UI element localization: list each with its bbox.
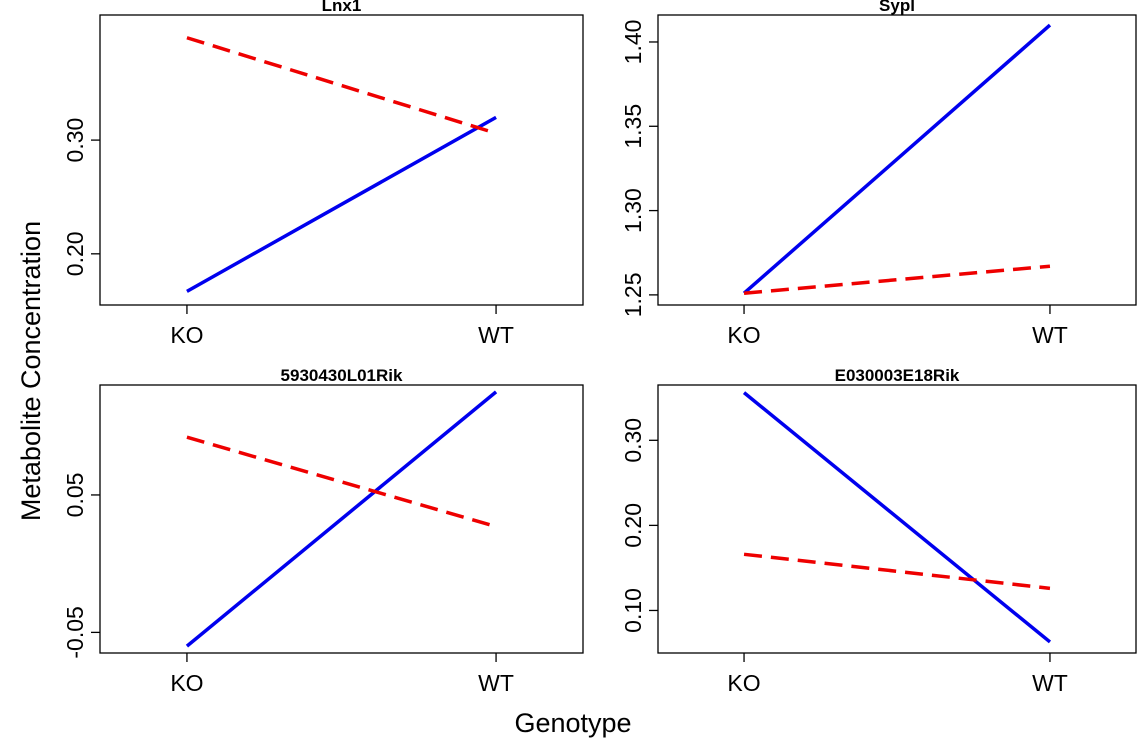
- y-tick-label: 1.40: [620, 20, 646, 65]
- series-line-blue-solid: [185, 390, 498, 648]
- series-line-red-dashed: [186, 36, 497, 135]
- plot-frame: [99, 384, 584, 654]
- y-tick-label: 0.30: [620, 418, 646, 463]
- y-tick-label: 0.20: [620, 503, 646, 548]
- plot-frame: [657, 14, 1137, 306]
- panel-1: Lnx1 0.20 0.30 KO WT: [62, 0, 584, 348]
- panel-3: 5930430L01Rik -0.05 0.05 KO WT: [62, 366, 584, 696]
- y-tick-label: 0.30: [62, 118, 88, 163]
- x-tick-label: KO: [170, 670, 203, 696]
- panel-title: 5930430L01Rik: [281, 366, 403, 385]
- x-axis-title: Genotype: [514, 708, 631, 738]
- y-tick-label: 0.20: [62, 231, 88, 276]
- y-tick-label: -0.05: [62, 606, 88, 658]
- series-line-red-dashed: [743, 552, 1051, 591]
- x-tick-label: WT: [1032, 322, 1068, 348]
- series-line-red-dashed: [186, 435, 497, 529]
- series-line-red-dashed: [743, 264, 1051, 295]
- x-tick-label: WT: [478, 670, 514, 696]
- plot-frame: [657, 384, 1137, 654]
- series-line-blue-solid: [742, 23, 1052, 295]
- panel-4: E030003E18Rik 0.10 0.20 0.30 KO WT: [620, 366, 1137, 696]
- panel-title: Lnx1: [322, 0, 362, 15]
- y-tick-label: 1.25: [620, 273, 646, 318]
- y-tick-label: 0.05: [62, 473, 88, 518]
- x-tick-label: WT: [478, 322, 514, 348]
- x-tick-label: KO: [170, 322, 203, 348]
- panel-2: Sypl 1.25 1.30 1.35 1.40 KO WT: [620, 0, 1137, 348]
- panel-title: Sypl: [879, 0, 915, 15]
- series-line-blue-solid: [742, 391, 1052, 644]
- x-tick-label: WT: [1032, 670, 1068, 696]
- series-line-blue-solid: [186, 115, 497, 293]
- y-tick-label: 1.35: [620, 104, 646, 149]
- y-tick-label: 0.10: [620, 588, 646, 633]
- x-tick-label: KO: [727, 670, 760, 696]
- y-axis-title: Metabolite Concentration: [16, 221, 46, 521]
- y-tick-label: 1.30: [620, 188, 646, 233]
- panel-title: E030003E18Rik: [835, 366, 960, 385]
- plot-frame: [99, 14, 584, 306]
- x-tick-label: KO: [727, 322, 760, 348]
